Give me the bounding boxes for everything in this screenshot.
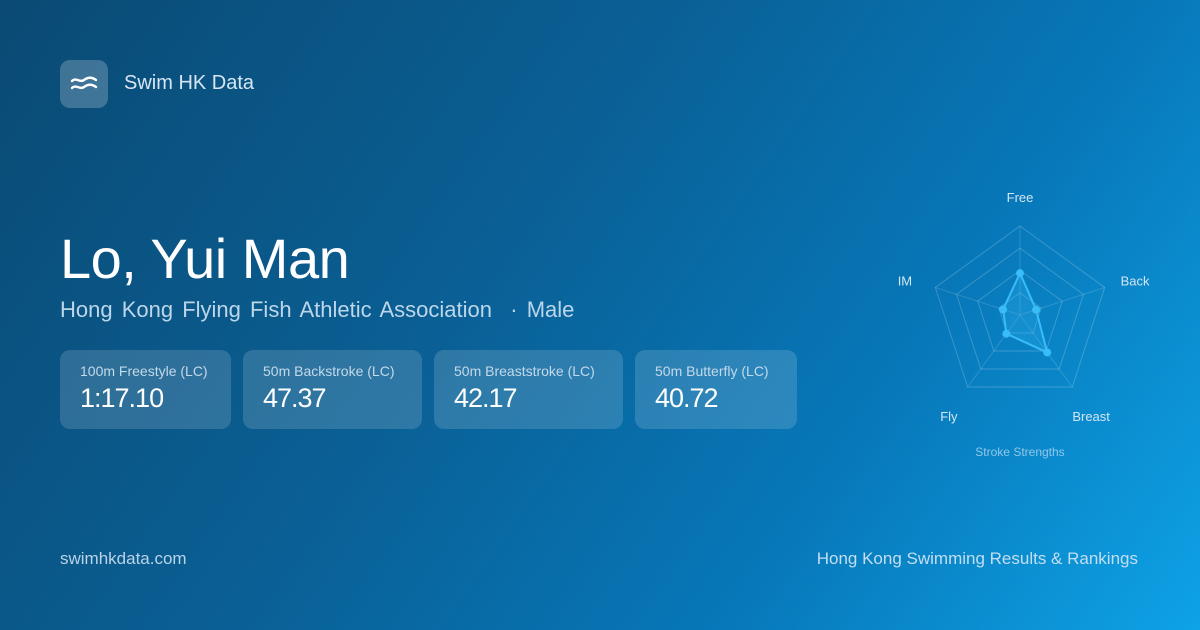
separator: · [510,297,518,322]
site-url: swimhkdata.com [60,549,187,568]
time-card: 50m Butterfly (LC) 40.72 [635,350,797,429]
event-label: 50m Backstroke (LC) [263,363,395,379]
waves-icon [70,76,98,90]
grid-spoke [967,314,1021,388]
event-time: 40.72 [655,383,719,413]
data-point [1043,348,1052,357]
event-label: 100m Freestyle (LC) [80,363,208,379]
event-time: 47.37 [263,383,327,413]
logo [60,60,108,108]
grid-ring [934,225,1106,388]
grid-ring [955,247,1085,370]
brand-name: Swim HK Data [124,72,255,94]
grid-ring [977,269,1063,352]
axis-label: Fly [940,409,958,424]
time-card: 100m Freestyle (LC) 1:17.10 [60,350,231,429]
axis-label: Back [1121,274,1150,289]
event-time: 1:17.10 [80,383,164,413]
club-name: Hong Kong Flying Fish Athletic Associati… [60,297,493,322]
event-time: 42.17 [454,383,518,413]
swimmer-name: Lo, Yui Man [60,227,350,290]
gender: Male [526,297,575,322]
time-card: 50m Breaststroke (LC) 42.17 [434,350,623,429]
axis-label: Breast [1072,409,1110,424]
data-point [1032,305,1041,314]
axis-label: IM [898,274,912,289]
time-card: 50m Backstroke (LC) 47.37 [243,350,422,429]
best-times: 100m Freestyle (LC) 1:17.10 50m Backstrok… [60,350,797,429]
chart-title: Stroke Strengths [975,445,1064,459]
event-label: 50m Breaststroke (LC) [454,363,595,379]
data-area [1002,272,1049,354]
data-point [999,305,1008,314]
grid-ring [998,292,1042,334]
swimmer-subtitle: Hong Kong Flying Fish Athletic Associati… [60,297,574,323]
event-label: 50m Butterfly (LC) [655,363,769,379]
tagline: Hong Kong Swimming Results & Rankings [816,549,1138,568]
data-point [1016,269,1024,278]
radar-chart: Free Back Breast Fly IM Stroke Strengths [898,190,1150,459]
data-point [1002,329,1011,338]
axis-label: Free [1007,190,1034,205]
